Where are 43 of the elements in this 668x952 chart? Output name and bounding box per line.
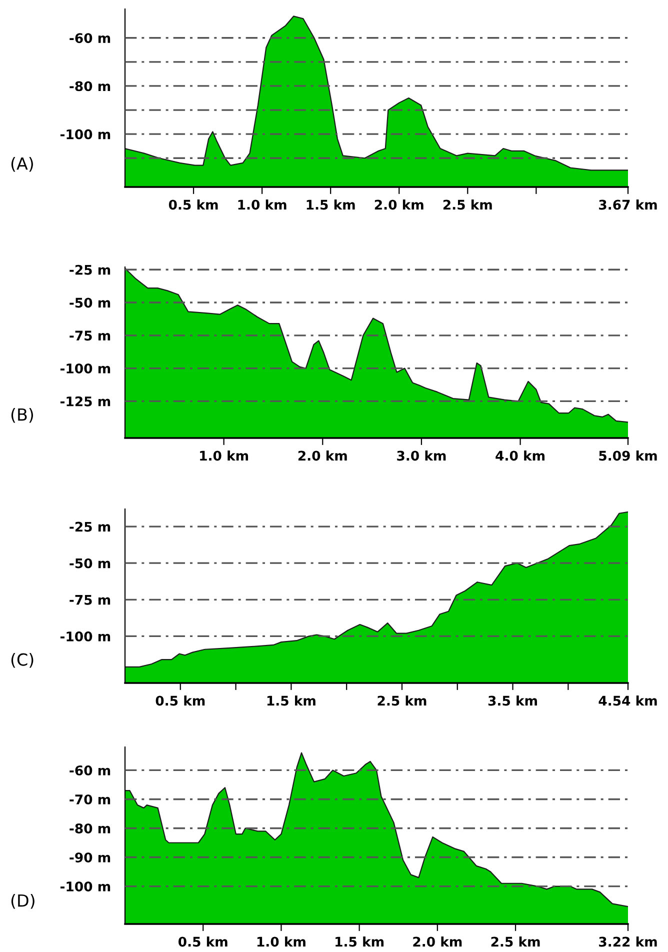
y-tick-label: -125 m (60, 396, 110, 406)
x-tick-label: 0.5 km (168, 200, 218, 210)
x-tick-label: 1.5 km (306, 200, 355, 210)
y-tick-label: -75 m (70, 595, 110, 605)
y-tick-label: -25 m (70, 522, 110, 532)
y-tick-label: -100 m (60, 631, 110, 642)
x-tick-label: 4.54 km (598, 696, 657, 706)
y-tick-label: -100 m (60, 364, 110, 374)
x-tick-label: 1.0 km (200, 450, 248, 461)
y-tick-label: -100 m (60, 882, 110, 892)
y-tick-label: -80 m (70, 81, 110, 92)
text: (B) (11, 408, 34, 423)
x-tick-label: 5.09 km (599, 450, 657, 461)
text: (A) (11, 156, 33, 172)
text: (C) (11, 652, 34, 668)
y-tick-label: -60 m (70, 765, 110, 776)
x-tick-label: 2.0 km (298, 450, 347, 461)
x-tick-label: 3.5 km (488, 696, 537, 706)
x-tick-label: 0.5 km (156, 696, 205, 706)
x-tick-label: 1.0 km (257, 936, 306, 947)
x-tick-label: 1.5 km (336, 936, 384, 947)
y-tick-label: -100 m (60, 129, 110, 140)
x-tick-label: 2.5 km (378, 696, 426, 706)
x-tick-label: 2.5 km (443, 200, 492, 210)
x-tick-label: 1.0 km (238, 200, 286, 210)
y-tick-label: -60 m (70, 33, 110, 44)
y-tick-label: -25 m (70, 264, 110, 275)
x-tick-label: 2.0 km (374, 200, 424, 210)
x-tick-label: 4.0 km (496, 450, 544, 461)
text: (D) (11, 894, 34, 909)
y-tick-label: -50 m (70, 298, 110, 308)
x-tick-label: 3.0 km (397, 450, 446, 461)
x-tick-label: 1.5 km (267, 696, 316, 706)
y-tick-label: -50 m (70, 558, 110, 568)
y-tick-label: -90 m (70, 852, 110, 862)
x-tick-label: 0.5 km (178, 936, 228, 947)
x-tick-label: 3.22 km (599, 936, 657, 947)
x-tick-label: 3.67 km (599, 200, 657, 210)
y-tick-label: -70 m (70, 794, 110, 804)
y-tick-label: -80 m (70, 823, 110, 834)
x-tick-label: 2.5 km (491, 936, 540, 947)
y-tick-label: -75 m (70, 330, 110, 341)
x-tick-label: 2.0 km (413, 936, 462, 947)
